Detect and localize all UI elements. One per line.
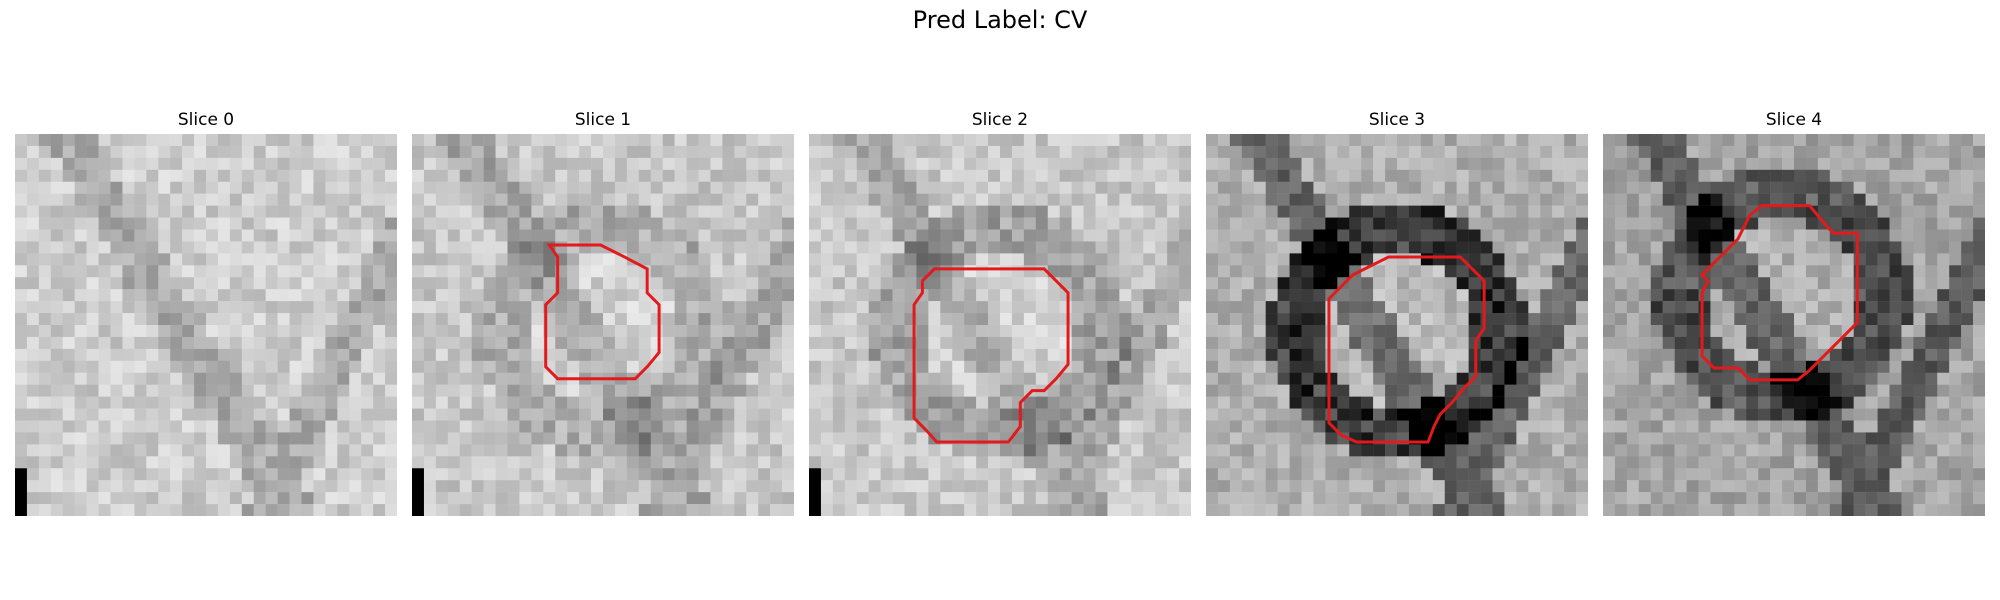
segmentation-contour <box>544 243 661 381</box>
scale-bar <box>15 468 27 516</box>
microscopy-image <box>15 134 397 516</box>
panel-title: Slice 0 <box>177 110 235 130</box>
pixel-grid <box>1603 134 1985 516</box>
microscopy-image <box>1603 134 1985 516</box>
pixel-grid <box>809 134 1191 516</box>
figure-title: Pred Label: CV <box>912 6 1088 34</box>
panel-title: Slice 3 <box>1368 110 1426 130</box>
microscopy-image <box>1206 134 1588 516</box>
scale-bar <box>412 468 424 516</box>
panel-title: Slice 1 <box>574 110 632 130</box>
microscopy-image <box>809 134 1191 516</box>
segmentation-contour <box>1327 255 1486 444</box>
scale-bar <box>809 468 821 516</box>
pixel-grid <box>15 134 397 516</box>
panel-title: Slice 4 <box>1765 110 1823 130</box>
microscopy-image <box>412 134 794 516</box>
pixel-grid <box>1206 134 1588 516</box>
segmentation-contour <box>1699 204 1859 382</box>
segmentation-contour <box>912 267 1070 444</box>
panel-title: Slice 2 <box>971 110 1029 130</box>
pixel-grid <box>412 134 794 516</box>
